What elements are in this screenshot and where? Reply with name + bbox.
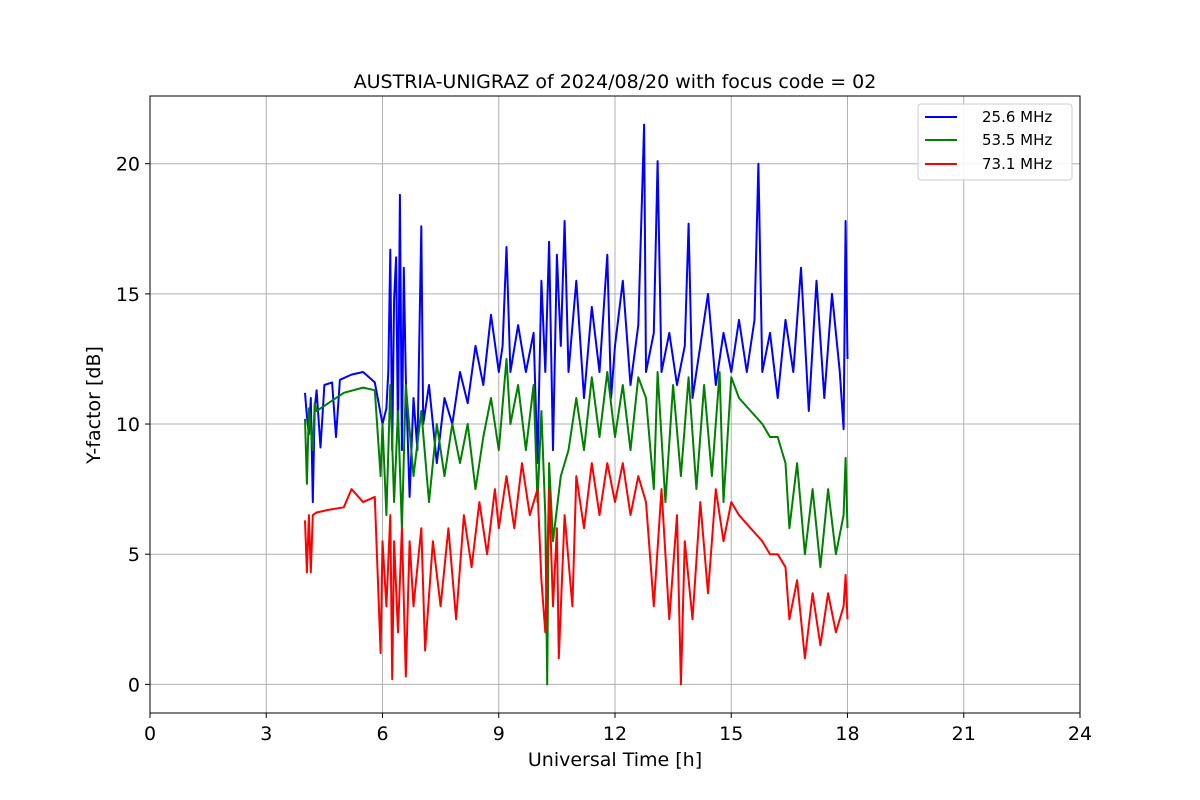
series-line-73-1 [304, 462, 849, 686]
x-tick-label: 9 [493, 723, 505, 745]
x-axis-label: Universal Time [h] [528, 749, 702, 771]
y-tick-label: 10 [116, 414, 140, 436]
y-axis-label: Y-factor [dB] [83, 346, 105, 465]
y-tick-label: 5 [128, 544, 140, 566]
chart-title: AUSTRIA-UNIGRAZ of 2024/08/20 with focus… [354, 71, 877, 93]
series-line-53-5 [304, 357, 849, 686]
legend-label-73-1: 73.1 MHz [982, 155, 1052, 173]
legend: 25.6 MHz 53.5 MHz 73.1 MHz [917, 103, 1073, 181]
legend-box [917, 103, 1073, 181]
y-tick-label: 0 [128, 674, 140, 696]
x-tick-label: 3 [260, 723, 272, 745]
x-tick-label: 15 [719, 723, 743, 745]
legend-label-53-5: 53.5 MHz [982, 131, 1052, 149]
x-tick-label: 6 [376, 723, 388, 745]
y-tick-label: 15 [116, 284, 140, 306]
x-tick-label: 0 [144, 723, 156, 745]
x-axis-ticks: 0 3 6 9 12 15 18 21 24 [144, 713, 1092, 745]
x-tick-label: 21 [952, 723, 976, 745]
y-tick-label: 20 [116, 154, 140, 176]
series-layer [304, 123, 849, 686]
x-tick-label: 12 [603, 723, 627, 745]
x-tick-label: 24 [1068, 723, 1092, 745]
x-tick-label: 18 [835, 723, 859, 745]
y-axis-ticks: 0 5 10 15 20 [116, 154, 150, 696]
series-line-25-6 [304, 123, 849, 504]
legend-label-25-6: 25.6 MHz [982, 108, 1052, 126]
grid-layer [149, 96, 1081, 713]
